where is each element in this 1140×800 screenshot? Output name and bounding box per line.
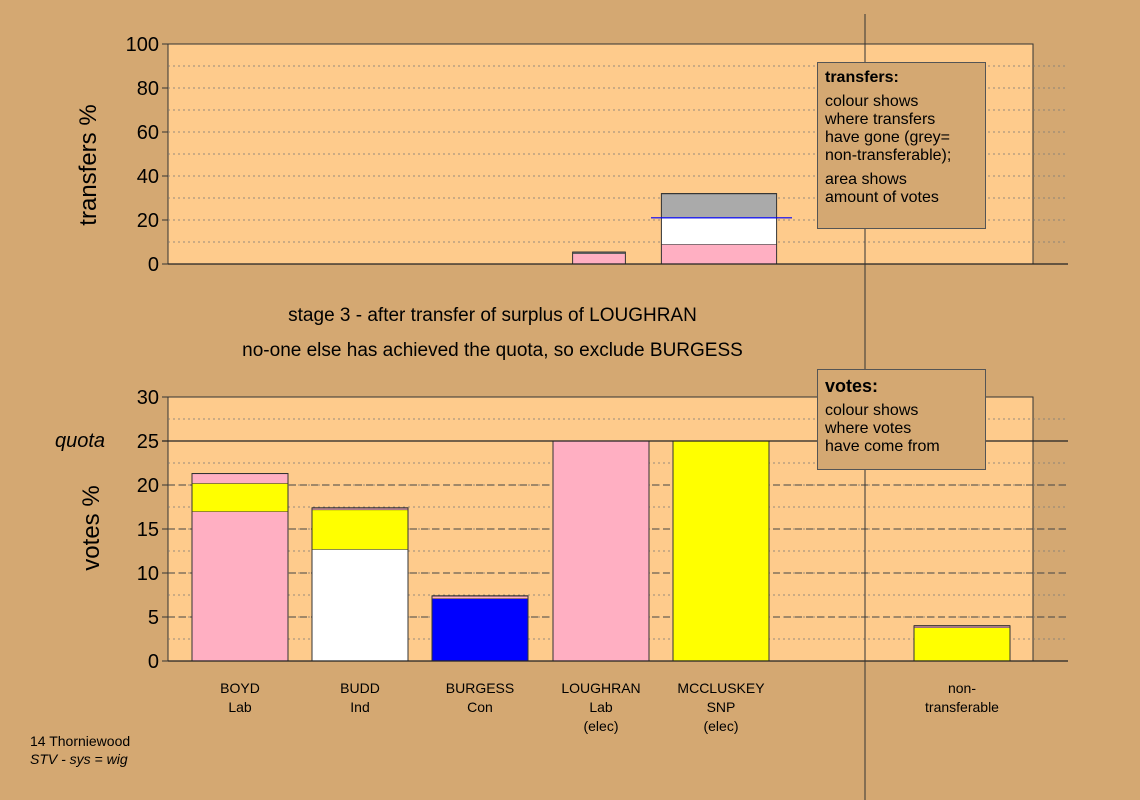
candidate-label-boyd: BOYD Lab (180, 679, 300, 717)
votes-bar-segment (312, 507, 408, 510)
candidate-name: BUDD (340, 680, 380, 696)
candidate-name: LOUGHRAN (561, 680, 641, 696)
votes-bar-segment (192, 473, 288, 484)
candidate-label-non-transferable: non- transferable (902, 679, 1022, 717)
transfers-bar-segment (661, 217, 777, 245)
votes-bar-segment (432, 595, 528, 599)
candidate-name: BOYD (220, 680, 260, 696)
votes-bar-segment (914, 625, 1010, 628)
transfers-tick-label: 100 (126, 34, 159, 56)
candidate-note: (elec) (703, 718, 739, 734)
transfers-tick-label: 40 (137, 166, 159, 188)
transfers-tick-label: 20 (137, 210, 159, 232)
system-name: STV - sys = wig (30, 751, 128, 767)
votes-tick-label: 10 (137, 563, 159, 585)
transfers-legend: transfers: colour shows where transfers … (817, 62, 986, 229)
votes-bar-segment (553, 441, 649, 661)
votes-bar-segment (312, 509, 408, 550)
ward-name: 14 Thorniewood (30, 733, 131, 749)
votes-tick-label: 30 (137, 387, 159, 409)
candidate-party: Lab (589, 699, 613, 715)
transfers-bar-segment (572, 253, 626, 264)
quota-label: quota (55, 430, 105, 452)
votes-legend-line: colour shows (825, 402, 919, 419)
transfers-legend-title: transfers: (825, 69, 899, 86)
candidate-party: Con (467, 699, 493, 715)
votes-bar-segment (673, 441, 769, 661)
transfers-legend-line: where transfers (825, 111, 936, 128)
candidate-label-mccluskey: MCCLUSKEY SNP (elec) (661, 679, 781, 736)
candidate-label-burgess: BURGESS Con (420, 679, 540, 717)
transfers-legend-line: amount of votes (825, 189, 939, 206)
votes-tick-label: 5 (148, 607, 159, 629)
transfers-bar-segment (661, 244, 777, 264)
candidate-party: Lab (228, 699, 252, 715)
votes-legend-line: have come from (825, 438, 940, 455)
candidate-party: Ind (350, 699, 370, 715)
candidate-party: SNP (706, 699, 736, 715)
transfers-legend-line: have gone (grey= (825, 129, 950, 146)
votes-bar-segment (914, 627, 1010, 661)
transfers-legend-line: colour shows (825, 93, 919, 110)
transfers-tick-label: 60 (137, 122, 159, 144)
transfers-bar-segment (661, 193, 777, 218)
transfers-bar-segment (572, 252, 626, 254)
transfers-legend-line: area shows (825, 171, 907, 188)
transfers-tick-label: 0 (148, 254, 159, 276)
candidate-name: BURGESS (445, 680, 515, 696)
votes-bar-segment (192, 483, 288, 512)
votes-bar-segment (312, 549, 408, 661)
transfers-legend-line: non-transferable); (825, 147, 952, 164)
candidate-name: non- (947, 680, 977, 696)
votes-tick-label: 15 (137, 519, 159, 541)
votes-legend-title: votes: (825, 376, 879, 396)
transfers-tick-label: 80 (137, 78, 159, 100)
votes-legend-line: where votes (825, 420, 912, 437)
exclusion-caption: no-one else has achieved the quota, so e… (242, 340, 743, 361)
candidate-label-budd: BUDD Ind (300, 679, 420, 717)
candidate-name: MCCLUSKEY (677, 680, 765, 696)
votes-bar-segment (432, 598, 528, 661)
candidate-note: (elec) (583, 718, 619, 734)
transfers-axis-title: transfers % (75, 104, 102, 225)
votes-tick-label: 25 (137, 431, 159, 453)
votes-bar-segment (192, 511, 288, 661)
votes-tick-label: 20 (137, 475, 159, 497)
votes-axis-title: votes % (78, 485, 105, 570)
stage-caption: stage 3 - after transfer of surplus of L… (288, 305, 697, 326)
votes-legend: votes: colour shows where votes have com… (817, 369, 986, 470)
votes-tick-label: 0 (148, 651, 159, 673)
candidate-label-loughran: LOUGHRAN Lab (elec) (541, 679, 661, 736)
candidate-party: transferable (925, 699, 999, 715)
